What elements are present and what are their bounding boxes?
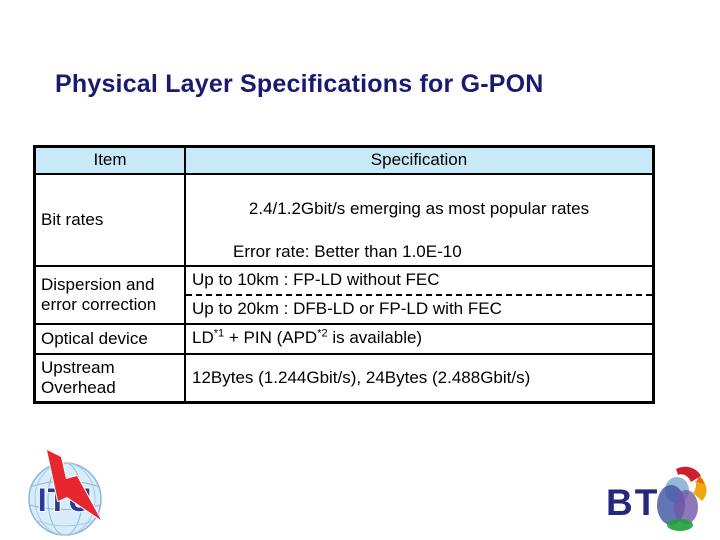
- item-cell-upstream-overhead: Upstream Overhead: [36, 355, 186, 401]
- spec-cell-bit-rates: 2.4/1.2Gbit/s emerging as most popular r…: [186, 175, 652, 265]
- optical-spec-text: LD: [192, 328, 214, 347]
- optical-spec-text: + PIN (APD: [224, 328, 318, 347]
- bit-rates-line-2: Error rate: Better than 1.0E-10: [233, 241, 462, 261]
- itu-logo: ITU: [28, 449, 102, 536]
- itu-globe-parallel: [34, 519, 96, 527]
- col-header-item: Item: [36, 148, 186, 173]
- spec-cell-upstream-overhead: 12Bytes (1.244Gbit/s), 24Bytes (2.488Gbi…: [192, 367, 531, 387]
- itu-lightning-bolt-icon: [46, 449, 102, 521]
- page-title: Physical Layer Specifications for G-PON: [55, 70, 544, 98]
- table-row-upstream-overhead: Upstream Overhead 12Bytes (1.244Gbit/s),…: [36, 353, 652, 401]
- dispersion-line-2: Up to 20km : DFB-LD or FP-LD with FEC: [192, 299, 502, 319]
- optical-spec-text: is available): [327, 328, 423, 347]
- col-header-specification: Specification: [186, 148, 652, 173]
- item-cell-dispersion: Dispersion and error correction: [36, 267, 186, 323]
- footnote-ref-1: *1: [213, 327, 225, 340]
- spec-cell-dispersion: Up to 10km : FP-LD without FEC Up to 20k…: [186, 267, 652, 323]
- item-cell-bit-rates: Bit rates: [36, 175, 186, 265]
- spec-table: Item Specification Bit rates 2.4/1.2Gbit…: [33, 145, 655, 404]
- itu-globe-meridian: [34, 462, 96, 536]
- item-cell-optical-device: Optical device: [36, 325, 186, 353]
- table-row-bit-rates: Bit rates 2.4/1.2Gbit/s emerging as most…: [36, 173, 652, 265]
- footnote-ref-2: *2: [317, 327, 328, 340]
- bt-logo: BT: [606, 466, 707, 531]
- bt-logo-text: BT: [606, 482, 659, 523]
- table-header-row: Item Specification: [36, 148, 652, 173]
- bit-rates-line-1: 2.4/1.2Gbit/s emerging as most popular r…: [248, 199, 590, 218]
- dispersion-line-1: Up to 10km : FP-LD without FEC: [186, 267, 652, 296]
- bt-globe-icon: [657, 466, 707, 531]
- table-row-dispersion: Dispersion and error correction Up to 10…: [36, 265, 652, 323]
- table-row-optical-device: Optical device LD*1 + PIN (APD*2 is avai…: [36, 323, 652, 353]
- spec-cell-optical-device: LD*1 + PIN (APD*2 is available): [186, 325, 652, 353]
